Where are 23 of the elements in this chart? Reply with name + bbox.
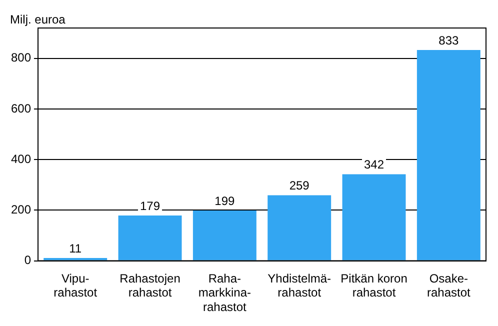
y-tick-label: 0 bbox=[24, 253, 32, 268]
data-label: 199 bbox=[214, 194, 236, 208]
bar bbox=[342, 174, 406, 260]
bar bbox=[192, 210, 256, 260]
y-tick-label: 800 bbox=[10, 50, 32, 65]
data-label: 342 bbox=[364, 158, 384, 172]
x-tick-label: Yhdistelmä- rahastot bbox=[268, 271, 332, 300]
y-axis-title: Milj. euroa bbox=[10, 12, 66, 26]
y-tick-label: 600 bbox=[10, 101, 32, 116]
x-tick-label: Pitkän koron rahastot bbox=[340, 271, 408, 300]
bar bbox=[118, 216, 182, 260]
data-label: 259 bbox=[289, 178, 310, 193]
x-tick-label: Vipu- rahastot bbox=[54, 271, 98, 300]
bar bbox=[416, 50, 480, 260]
x-tick-label: Osake- rahastot bbox=[426, 271, 472, 300]
x-tick-label: Rahastojen rahastot bbox=[120, 271, 180, 300]
bar bbox=[268, 195, 332, 260]
data-label: 11 bbox=[69, 241, 82, 256]
y-tick-label: 200 bbox=[10, 202, 32, 217]
x-tick-label: Raha- markkina- rahastot bbox=[198, 271, 252, 314]
data-label: 833 bbox=[438, 33, 459, 48]
data-label: 179 bbox=[140, 198, 160, 213]
y-tick-label: 400 bbox=[10, 152, 32, 166]
